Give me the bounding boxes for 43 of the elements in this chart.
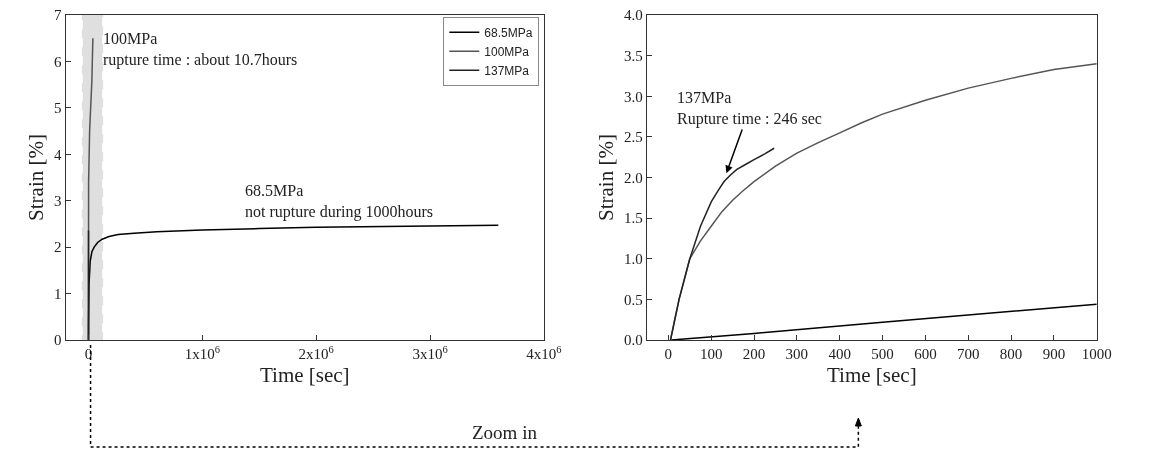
x-tick-label: 600 xyxy=(914,346,937,363)
y-tick-label: 0.5 xyxy=(624,291,643,308)
y-tick-label: 3.0 xyxy=(624,88,643,105)
x-tick-label: 1000 xyxy=(1081,346,1112,363)
y-tick-label: 3 xyxy=(54,192,62,209)
y-tick-label: 0.0 xyxy=(624,332,643,349)
x-tick-label: 800 xyxy=(999,346,1023,363)
legend-label: 137MPa xyxy=(484,63,530,78)
y-axis-title: Strain [%] xyxy=(594,134,619,221)
y-tick-label: 1.5 xyxy=(624,210,643,227)
y-tick-label: 4.0 xyxy=(624,7,643,24)
x-tick-label: 400 xyxy=(828,346,851,363)
x-tick-label: 300 xyxy=(785,346,809,363)
x-tick-label: 4x10$^{6}$ xyxy=(526,343,562,363)
legend-label: 68.5MPa xyxy=(484,25,533,40)
y-tick-label: 1 xyxy=(54,285,62,302)
x-tick-label: 900 xyxy=(1042,346,1066,363)
y-tick-label: 2.5 xyxy=(624,129,643,146)
x-tick-label: 0 xyxy=(664,346,673,363)
y-tick-label: 2 xyxy=(54,239,62,256)
legend-label: 100MPa xyxy=(484,44,530,59)
y-tick-label: 4 xyxy=(54,146,63,163)
y-tick-label: 2.0 xyxy=(624,169,643,186)
x-tick-label: 500 xyxy=(871,346,894,363)
x-axis-title: Time [sec] xyxy=(827,363,917,388)
annotation: 68.5MPa not rupture during 1000hours xyxy=(245,182,433,221)
x-tick-label: 2x10$^{6}$ xyxy=(298,343,334,363)
x-tick-label: 1x10$^{6}$ xyxy=(184,343,220,363)
x-axis-title: Time [sec] xyxy=(259,363,350,388)
y-tick-label: 7 xyxy=(54,7,63,24)
x-tick-label: 700 xyxy=(956,346,980,363)
y-axis-title: Strain [%] xyxy=(24,134,49,221)
annotation: 137MPa Rupture time : 246 sec xyxy=(677,89,822,128)
y-tick-label: 5 xyxy=(54,100,62,117)
text: Zoom in xyxy=(472,422,538,443)
x-tick-label: 100 xyxy=(699,346,723,363)
x-tick-label: 3x10$^{6}$ xyxy=(412,343,448,363)
annotation: 100MPa rupture time : about 10.7hours xyxy=(103,30,298,69)
y-tick-label: 0 xyxy=(54,332,62,349)
y-tick-label: 1.0 xyxy=(624,251,643,267)
y-tick-label: 3.5 xyxy=(624,47,643,64)
x-tick-label: 200 xyxy=(742,346,766,363)
y-tick-label: 6 xyxy=(54,53,63,70)
